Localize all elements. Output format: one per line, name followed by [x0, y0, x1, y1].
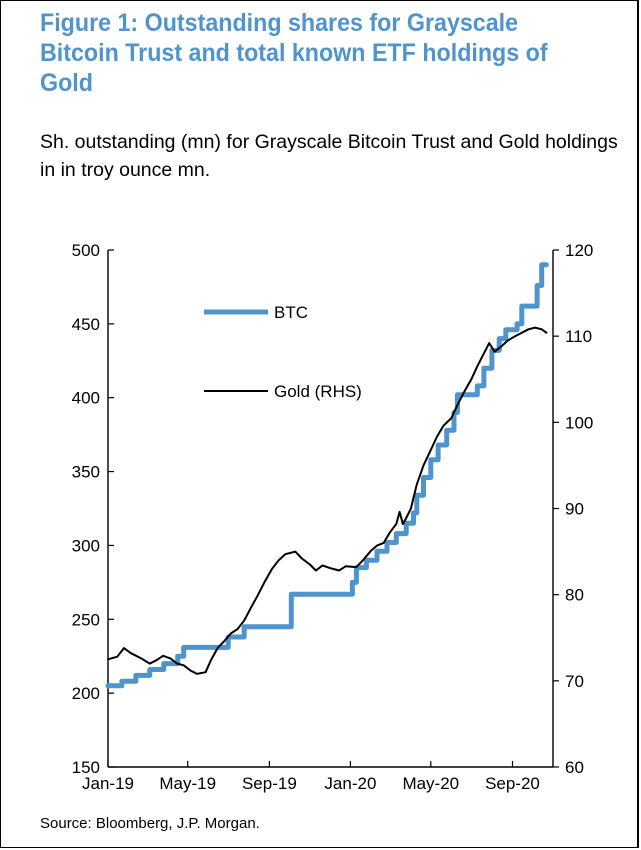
x-tick-label: Jan-19: [82, 774, 134, 793]
chart-axes: 150 200 250 300 350 400 450 500 60 70 80 90 100 110 12…: [72, 241, 594, 793]
y-left-tick-label: 350: [72, 463, 100, 482]
x-tick-label: May-20: [402, 774, 459, 793]
y-right-tick-label: 80: [565, 586, 584, 605]
chart-subtitle: Sh. outstanding (mn) for Grayscale Bitco…: [40, 131, 618, 181]
y-right-tick-label: 90: [565, 500, 584, 519]
x-tick-label: May-19: [159, 774, 216, 793]
y-left-tick-label: 300: [72, 536, 100, 555]
series-line-gold-rhs: [107, 326, 548, 675]
chart: 150 200 250 300 350 400 450 500 60 70 80 90 100 110 12…: [72, 241, 594, 793]
legend-label: BTC: [274, 303, 308, 322]
source-note: Source: Bloomberg, J.P. Morgan.: [40, 815, 260, 832]
y-right-tick-label: 120: [565, 241, 593, 260]
x-tick-label: Sep-19: [242, 774, 297, 793]
legend-label: Gold (RHS): [274, 382, 362, 401]
chart-series: [105, 262, 549, 689]
chart-legend: BTC Gold (RHS): [204, 303, 362, 401]
y-left-tick-label: 150: [72, 758, 100, 777]
y-left-tick-label: 450: [72, 315, 100, 334]
y-right-tick-label: 100: [565, 413, 593, 432]
y-right-tick-label: 60: [565, 758, 584, 777]
x-tick-label: Jan-20: [324, 774, 376, 793]
y-right-tick-label: 70: [565, 672, 584, 691]
y-left-tick-label: 250: [72, 610, 100, 629]
y-left-tick-label: 400: [72, 389, 100, 408]
y-right-tick-label: 110: [565, 327, 592, 346]
y-left-tick-label: 500: [72, 241, 100, 260]
y-left-tick-label: 200: [72, 684, 100, 703]
series-line-btc: [105, 262, 549, 689]
x-tick-label: Sep-20: [485, 774, 540, 793]
chart-title: Figure 1: Outstanding shares for Graysca…: [40, 9, 548, 97]
